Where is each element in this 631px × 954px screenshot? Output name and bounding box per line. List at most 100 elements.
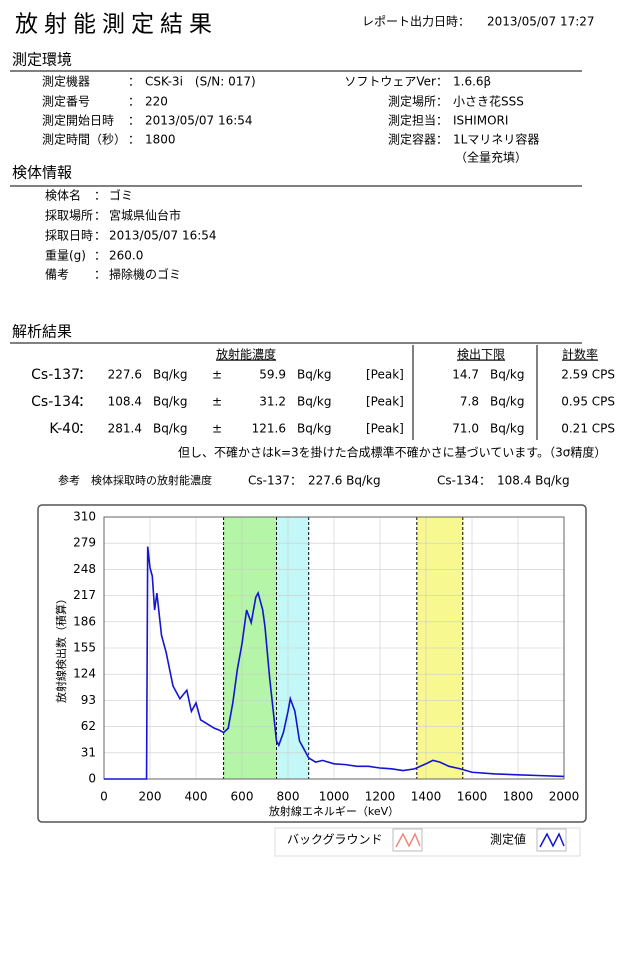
- field-label: ソフトウェアVer: [344, 75, 436, 89]
- separator: ：: [436, 95, 448, 109]
- unit: Bq/kg: [490, 368, 524, 382]
- report-label: レポート出力日時：: [362, 15, 470, 29]
- legend-swatch: [539, 832, 565, 848]
- field-label: 採取場所: [45, 209, 93, 223]
- plus-minus: ±: [212, 368, 222, 382]
- report-datetime: 2013/05/07 17:27: [487, 15, 595, 29]
- x-tick-label: 1000: [319, 790, 350, 804]
- separator: ：: [78, 421, 92, 437]
- y-tick-label: 62: [81, 719, 96, 733]
- field-value: 掃除機のゴミ: [109, 267, 181, 282]
- x-tick-label: 1400: [411, 790, 442, 804]
- field-value: 2013/05/07 16:54: [109, 229, 217, 243]
- separator: ：: [436, 114, 448, 128]
- column-header: 放射能濃度: [216, 347, 276, 362]
- field-label: 検体名: [45, 188, 81, 203]
- field-value: 260.0: [109, 249, 143, 263]
- unit: Bq/kg: [297, 422, 331, 436]
- activity: 227.6: [108, 368, 142, 382]
- x-tick-label: 400: [185, 790, 208, 804]
- y-tick-label: 0: [88, 772, 96, 786]
- nuclide: Cs-137: [31, 367, 80, 383]
- detection-limit: 14.7: [452, 368, 479, 382]
- separator: ：: [128, 75, 140, 89]
- field-value: 宮城県仙台市: [109, 208, 181, 223]
- separator: ：: [128, 95, 140, 109]
- reference-nuclide: Cs-134: [437, 474, 479, 488]
- separator: ：: [78, 394, 92, 410]
- field-label: 備考: [45, 267, 69, 282]
- separator: ：: [94, 209, 106, 223]
- count-rate: 2.59 CPS: [561, 368, 615, 382]
- field-label: 測定時間（秒）: [42, 132, 126, 147]
- nuclide: K-40: [49, 421, 80, 437]
- section-heading: 測定環境: [12, 51, 72, 69]
- nuclide: Cs-134: [31, 394, 80, 410]
- title: 放射能測定結果: [15, 12, 218, 38]
- method: [Peak]: [366, 422, 404, 436]
- unit: Bq/kg: [153, 395, 187, 409]
- activity: 281.4: [108, 422, 142, 436]
- plot-border: [103, 516, 565, 780]
- field-value: ゴミ: [109, 188, 133, 203]
- y-tick-label: 248: [73, 562, 96, 576]
- separator: ：: [94, 268, 106, 282]
- column-header: 検出下限: [457, 348, 505, 362]
- field-value: ISHIMORI: [453, 114, 508, 128]
- separator: ：: [436, 75, 448, 89]
- uncertainty: 59.9: [259, 368, 286, 382]
- field-label: 重量(g): [45, 249, 86, 263]
- count-rate: 0.21 CPS: [561, 422, 615, 436]
- unit: Bq/kg: [297, 395, 331, 409]
- section-heading: 解析結果: [12, 323, 72, 341]
- separator: ：: [94, 189, 106, 203]
- field-note: （全量充填）: [455, 150, 527, 165]
- uncertainty: 121.6: [252, 422, 286, 436]
- uncertainty: 31.2: [259, 395, 286, 409]
- field-label: 測定開始日時: [42, 113, 114, 128]
- note: 但し、不確かさはk=3を掛けた合成標準不確かさに基づいています。（3σ精度）: [178, 445, 606, 460]
- plus-minus: ±: [212, 422, 222, 436]
- x-tick-label: 600: [231, 790, 254, 804]
- field-label: 測定機器: [42, 74, 90, 89]
- field-value: 1.6.6β: [453, 75, 491, 89]
- plus-minus: ±: [212, 395, 222, 409]
- separator: ：: [78, 367, 92, 383]
- x-tick-label: 0: [100, 790, 108, 804]
- field-label: 測定場所: [388, 94, 436, 109]
- reference-value: 108.4 Bq/kg: [497, 474, 570, 488]
- field-label: 測定番号: [42, 94, 90, 109]
- field-label: 測定容器: [388, 132, 436, 147]
- y-axis-label: 放射線検出数（積算）: [54, 593, 68, 703]
- x-tick-label: 1800: [503, 790, 534, 804]
- detection-limit: 71.0: [452, 422, 479, 436]
- unit: Bq/kg: [153, 422, 187, 436]
- detection-limit: 7.8: [460, 395, 479, 409]
- separator: ：: [128, 133, 140, 147]
- separator: ：: [128, 114, 140, 128]
- separator: ：: [436, 133, 448, 147]
- legend-swatch: [395, 832, 421, 848]
- separator: ：: [94, 249, 106, 263]
- method: [Peak]: [366, 395, 404, 409]
- y-tick-label: 217: [73, 588, 96, 602]
- y-tick-label: 310: [73, 510, 96, 524]
- separator: ：: [94, 229, 106, 243]
- method: [Peak]: [366, 368, 404, 382]
- separator: ：: [290, 474, 302, 488]
- y-tick-label: 31: [81, 745, 96, 759]
- field-value: 1Lマリネリ容器: [453, 132, 539, 147]
- legend-label: バックグラウンド: [287, 833, 383, 847]
- y-tick-label: 279: [73, 536, 96, 550]
- field-label: 測定担当: [388, 113, 436, 128]
- separator: ：: [479, 474, 491, 488]
- field-value: 2013/05/07 16:54: [145, 114, 253, 128]
- field-label: 採取日時: [45, 229, 93, 243]
- reference-value: 227.6 Bq/kg: [308, 474, 381, 488]
- column-header: 計数率: [562, 347, 598, 362]
- y-tick-label: 93: [81, 693, 96, 707]
- x-tick-label: 2000: [549, 790, 580, 804]
- reference-label: 参考 検体採取時の放射能濃度: [58, 473, 212, 487]
- y-tick-label: 155: [73, 641, 96, 655]
